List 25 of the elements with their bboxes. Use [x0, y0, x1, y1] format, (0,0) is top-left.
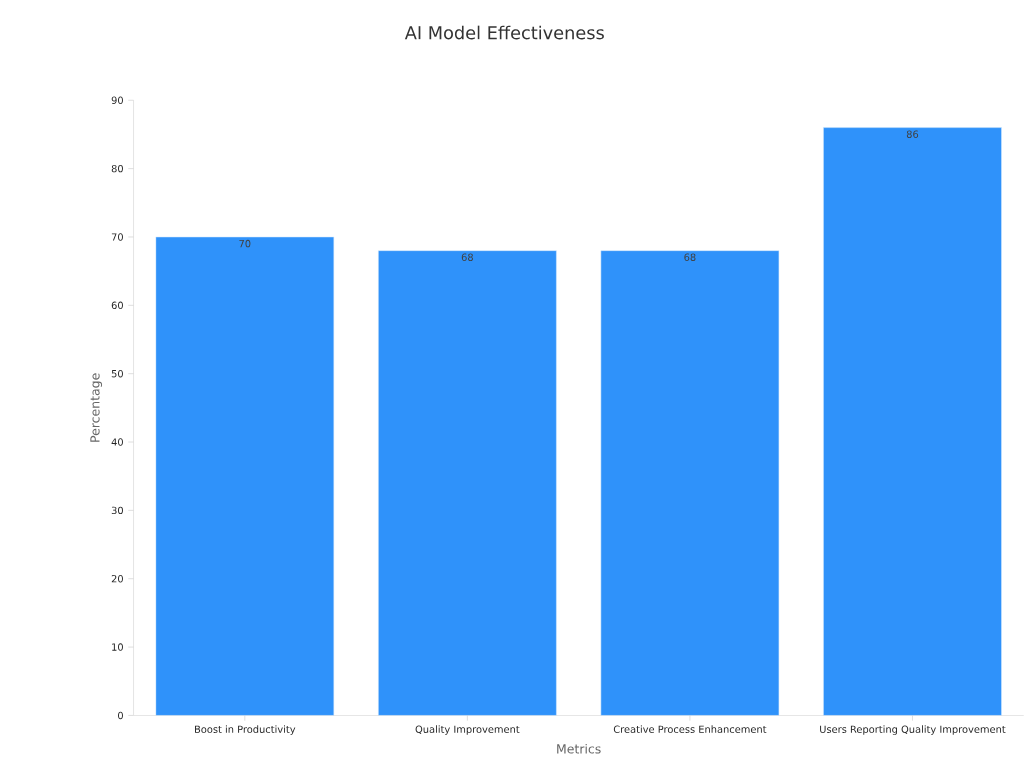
data-label: 68 [461, 253, 473, 262]
data-label: 86 [906, 130, 919, 138]
y-tick-label: 0 [118, 711, 123, 720]
x-tick-label: Creative Process Enhancement [613, 725, 767, 733]
y-tick-label: 50 [111, 369, 123, 378]
data-label: 70 [239, 239, 251, 248]
bar [378, 250, 557, 716]
x-axis-title: Metrics [557, 743, 601, 754]
y-tick-label: 30 [111, 506, 123, 515]
y-tick-label: 40 [111, 438, 123, 446]
x-tick-label: Boost in Productivity [195, 725, 296, 735]
x-tick-label: Quality Improvement [415, 725, 520, 735]
y-tick-label: 20 [111, 575, 123, 583]
y-tick-label: 70 [111, 233, 123, 241]
bar [600, 250, 780, 716]
y-tick-label: 60 [111, 301, 123, 310]
chart-title: AI Model Effectiveness [404, 25, 604, 40]
y-tick-label: 90 [111, 96, 123, 105]
y-tick-label: 10 [112, 643, 123, 651]
x-tick-label: Users Reporting Quality Improvement [820, 725, 1006, 735]
data-label: 68 [684, 253, 696, 262]
bar [155, 236, 335, 716]
y-axis-title: Percentage [90, 373, 103, 442]
y-tick-label: 80 [111, 164, 123, 173]
bar [823, 127, 1002, 716]
